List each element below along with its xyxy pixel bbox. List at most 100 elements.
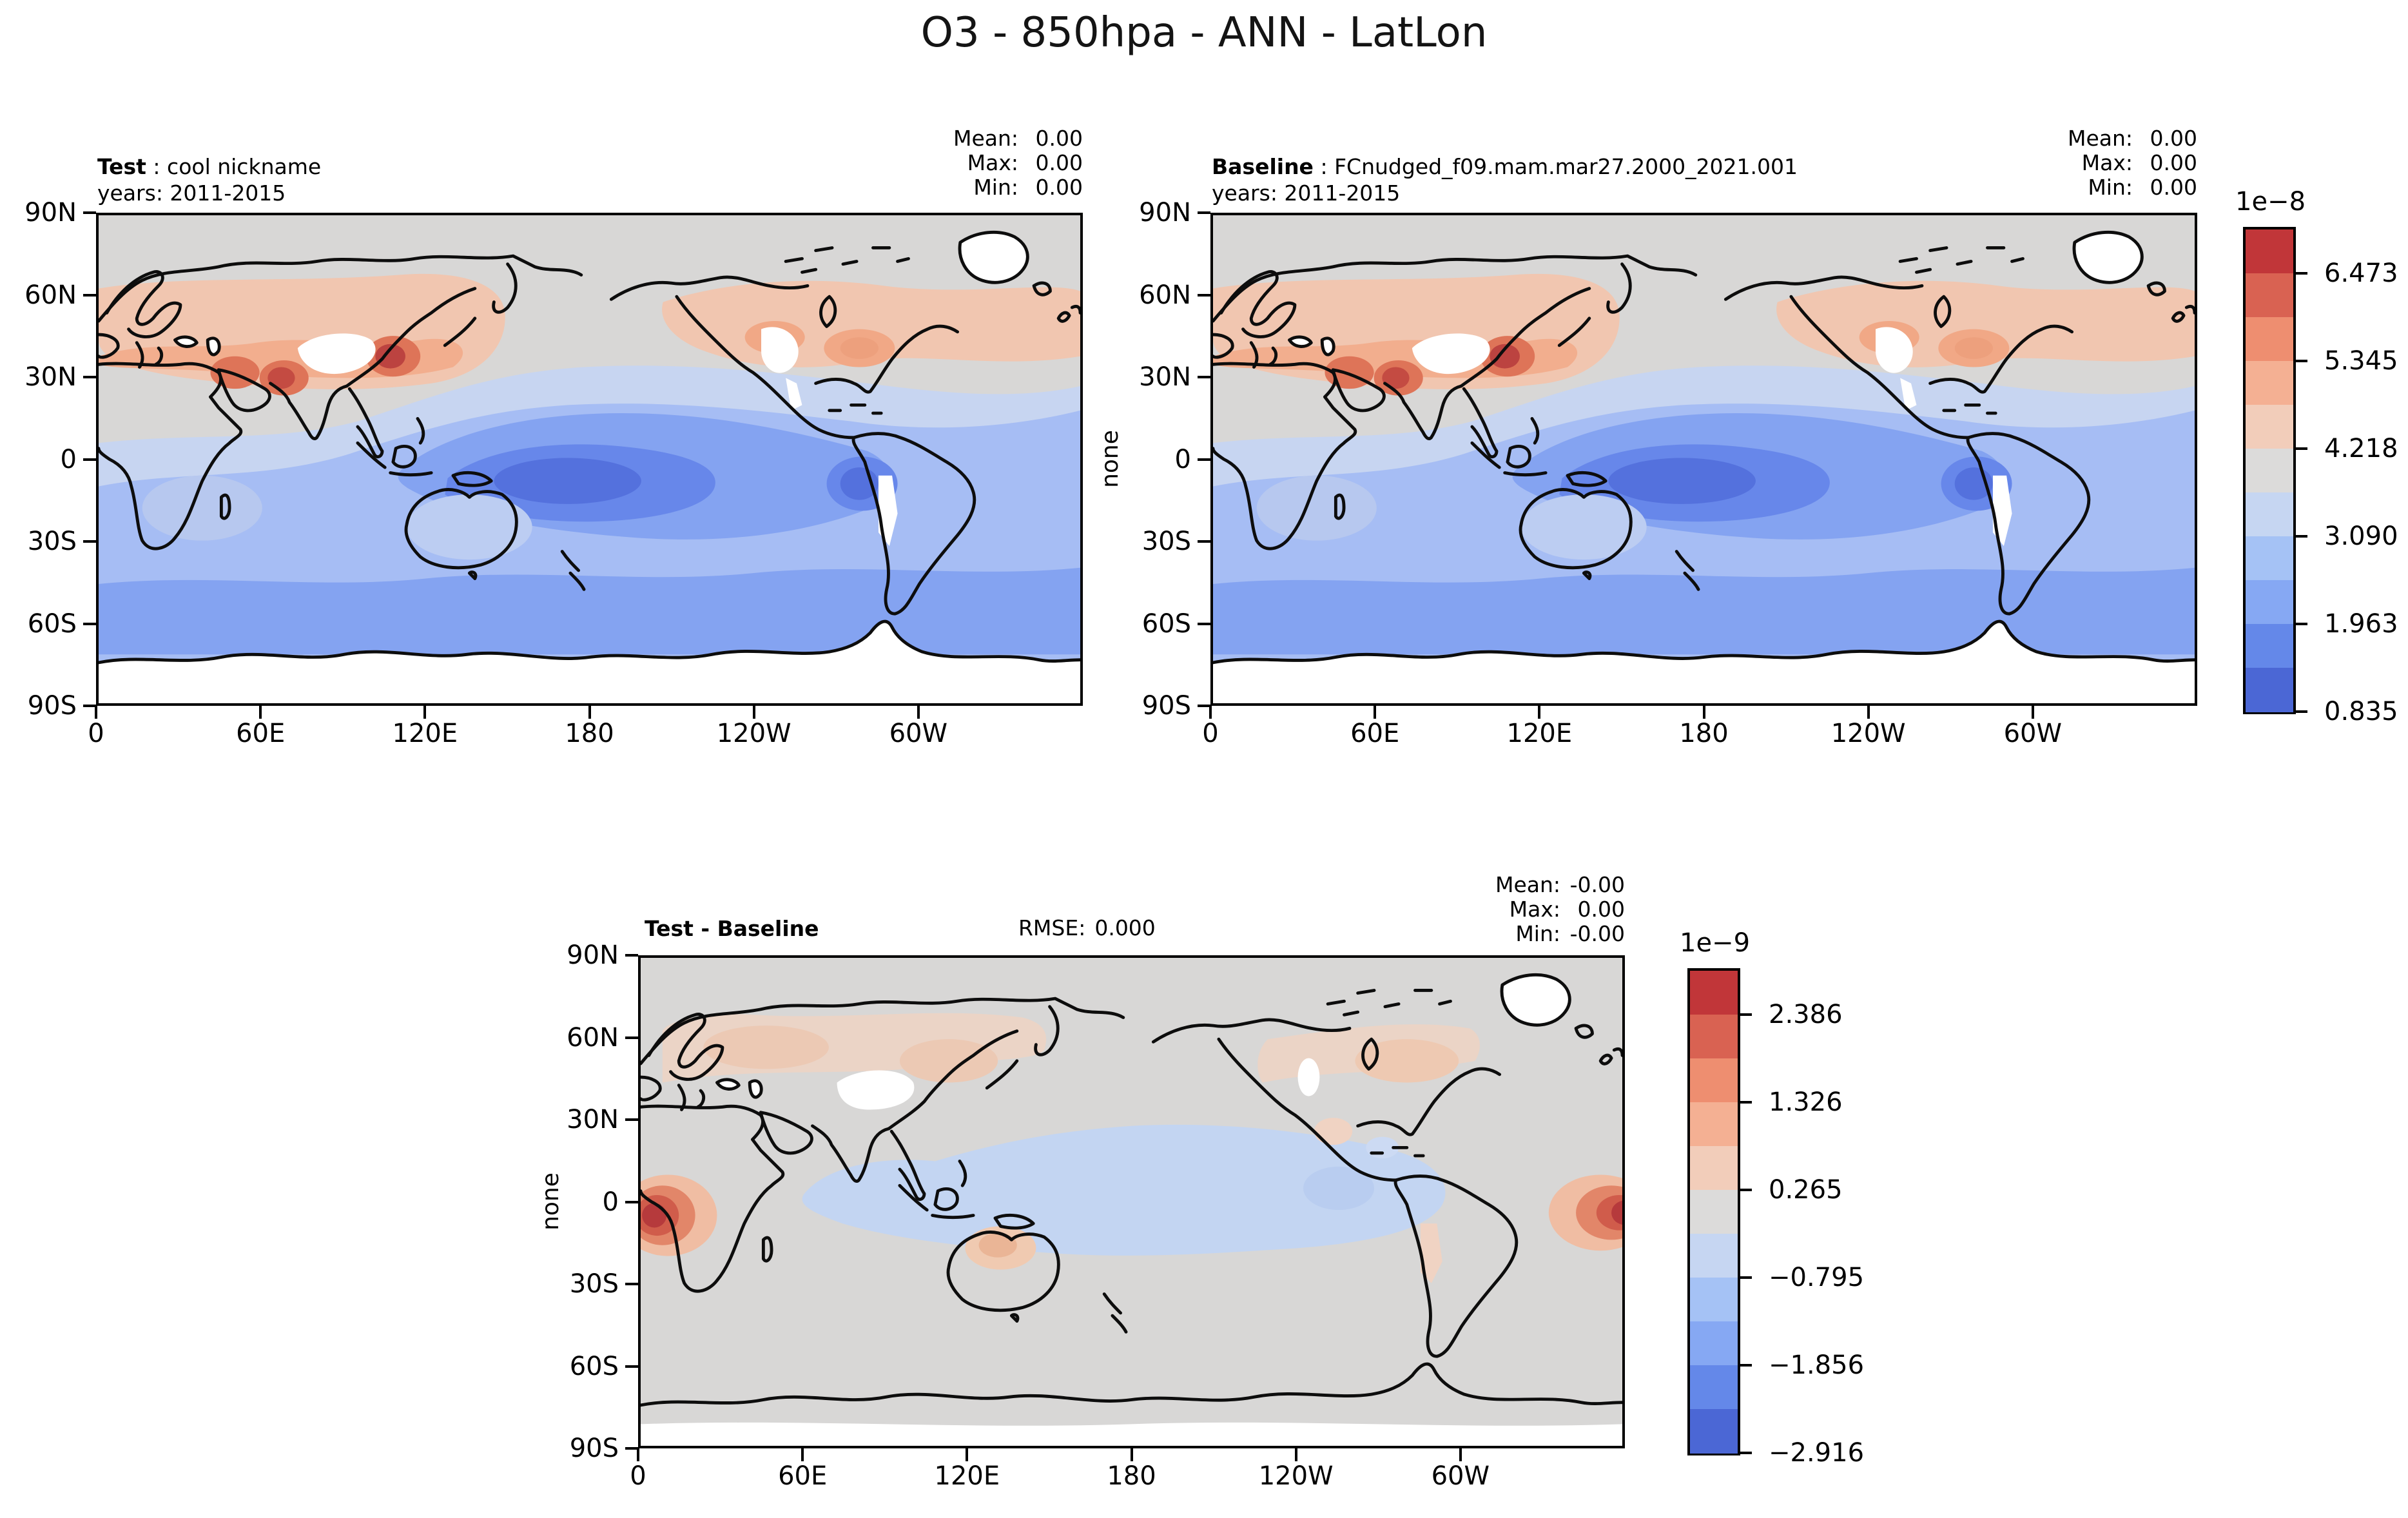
panel-name-test: cool nickname <box>167 154 322 179</box>
y-tick-label: 60N <box>1139 280 1191 310</box>
x-tick-mark <box>1459 1448 1462 1461</box>
panel-header-diff-line1: Test - Baseline <box>645 915 819 942</box>
x-tick-mark <box>1538 706 1541 719</box>
y-tick-label: 90S <box>1141 691 1191 721</box>
colorbar-band <box>2246 624 2293 668</box>
y-tick-mark <box>1198 458 1210 461</box>
colorbar-tick-label: −0.795 <box>1769 1263 1865 1292</box>
stats-block-baseline: Mean: 0.00 Max: 0.00 Min: 0.00 <box>1939 126 2197 200</box>
stat-min-label: Min: <box>2088 175 2133 200</box>
stat-mean-label: Mean: <box>1495 872 1560 897</box>
stat-min: Min: -0.00 <box>1367 922 1625 946</box>
colorbar-band <box>2246 668 2293 712</box>
stats-block-test: Mean: 0.00 Max: 0.00 Min: 0.00 <box>825 126 1083 200</box>
colorbar-tick-mark <box>1738 1013 1752 1016</box>
x-tick-mark <box>966 1448 969 1461</box>
stat-min-value: -0.00 <box>1569 921 1625 946</box>
x-tick-label: 180 <box>1679 719 1729 748</box>
stat-min: Min: 0.00 <box>825 175 1083 200</box>
panel-separator: : <box>146 154 168 179</box>
y-tick-mark <box>625 1283 638 1285</box>
stat-min: Min: 0.00 <box>1939 175 2197 200</box>
y-tick-mark <box>1198 622 1210 625</box>
y-tick-mark <box>1198 376 1210 378</box>
x-tick-mark <box>95 706 97 719</box>
colorbar-tick-mark <box>2293 535 2307 538</box>
y-tick-label: 30S <box>569 1269 619 1299</box>
colorbar-band <box>1690 1321 1738 1366</box>
colorbar-tick-mark <box>2293 710 2307 713</box>
colorbar-band <box>2246 361 2293 405</box>
top-map-graphic <box>1213 215 2195 703</box>
colorbar-diff-exponent: 1e−9 <box>1680 928 1751 958</box>
x-tick-mark <box>588 706 591 719</box>
x-tick-label: 60W <box>889 719 948 748</box>
colorbar-tick-label: 0.835 <box>2324 697 2398 726</box>
colorbar-tick-label: 1.326 <box>1769 1087 1843 1117</box>
rmse-value: 0.000 <box>1094 915 1156 940</box>
x-tick-label: 60E <box>1350 719 1400 748</box>
x-tick-mark <box>259 706 262 719</box>
x-tick-label: 120E <box>392 719 458 748</box>
colorbar-band <box>1690 1234 1738 1278</box>
baseline-map <box>1210 213 2197 706</box>
y-tick-label: 60S <box>569 1351 619 1381</box>
top-map-graphic <box>99 215 1080 703</box>
colorbar-band <box>2246 536 2293 581</box>
panel-label-diff: Test - Baseline <box>645 916 819 941</box>
x-tick-mark <box>1702 706 1705 719</box>
rmse-text: RMSE: 0.000 <box>1018 915 1156 940</box>
y-tick-mark <box>83 705 96 707</box>
colorbar-band <box>1690 1058 1738 1103</box>
colorbar-band <box>2246 580 2293 625</box>
panel-years-baseline: years: 2011-2015 <box>1212 180 1401 206</box>
x-tick-label: 120W <box>1830 719 1906 748</box>
colorbar-tick-mark <box>2293 447 2307 450</box>
colorbar-band <box>2246 492 2293 537</box>
y-tick-label: 60N <box>24 280 77 310</box>
colorbar-tick-label: 3.090 <box>2324 521 2398 551</box>
x-tick-label: 120W <box>1258 1461 1334 1491</box>
y-tick-label: 0 <box>60 444 77 474</box>
colorbar-band <box>1690 1190 1738 1234</box>
colorbar-band <box>2246 317 2293 362</box>
colorbar-tick-label: 4.218 <box>2324 434 2398 463</box>
colorbar-band <box>2246 449 2293 493</box>
y-tick-mark <box>625 1200 638 1203</box>
x-tick-label: 60W <box>1431 1461 1490 1491</box>
figure-title: O3 - 850hpa - ANN - LatLon <box>920 9 1488 57</box>
x-tick-mark <box>2031 706 2034 719</box>
panel-years-test: years: 2011-2015 <box>97 180 286 206</box>
x-tick-label: 180 <box>1107 1461 1156 1491</box>
y-tick-mark <box>625 1447 638 1450</box>
y-tick-mark <box>83 293 96 297</box>
y-tick-label: 30N <box>24 362 77 392</box>
colorbar-band <box>1690 1015 1738 1059</box>
colorbar-top-exponent: 1e−8 <box>2235 187 2306 217</box>
panel-header-diff: Test - Baseline <box>645 915 819 942</box>
x-tick-mark <box>801 1448 804 1461</box>
y-tick-label: 60N <box>567 1022 619 1053</box>
panel-label-baseline: Baseline <box>1212 154 1314 179</box>
colorbar-tick-label: 6.473 <box>2324 258 2398 288</box>
y-tick-label: 90S <box>27 691 77 721</box>
colorbar-tick-mark <box>1738 1452 1752 1454</box>
x-tick-label: 60E <box>236 719 286 748</box>
colorbar-tick-label: 5.345 <box>2324 346 2398 376</box>
panel-name-baseline: FCnudged_f09.mam.mar27.2000_2021.001 <box>1334 154 1798 179</box>
x-tick-mark <box>637 1448 639 1461</box>
test-map <box>96 213 1083 706</box>
y-tick-mark <box>625 1365 638 1368</box>
y-tick-label: 30S <box>27 527 77 556</box>
stats-block-diff: Mean: -0.00 Max: 0.00 Min: -0.00 <box>1367 873 1625 946</box>
y-tick-mark <box>1198 211 1210 214</box>
colorbar-tick-label: 1.963 <box>2324 609 2398 639</box>
diff-map-graphic <box>641 958 1622 1446</box>
colorbar-band <box>2246 229 2293 274</box>
panel-header-test-line1: Test : cool nickname <box>97 153 321 180</box>
x-tick-label: 0 <box>1202 719 1219 748</box>
panel-header-baseline-line1: Baseline : FCnudged_f09.mam.mar27.2000_2… <box>1212 153 1798 180</box>
y-tick-label: 90N <box>1139 198 1191 228</box>
stat-min-value: 0.00 <box>1035 175 1083 200</box>
